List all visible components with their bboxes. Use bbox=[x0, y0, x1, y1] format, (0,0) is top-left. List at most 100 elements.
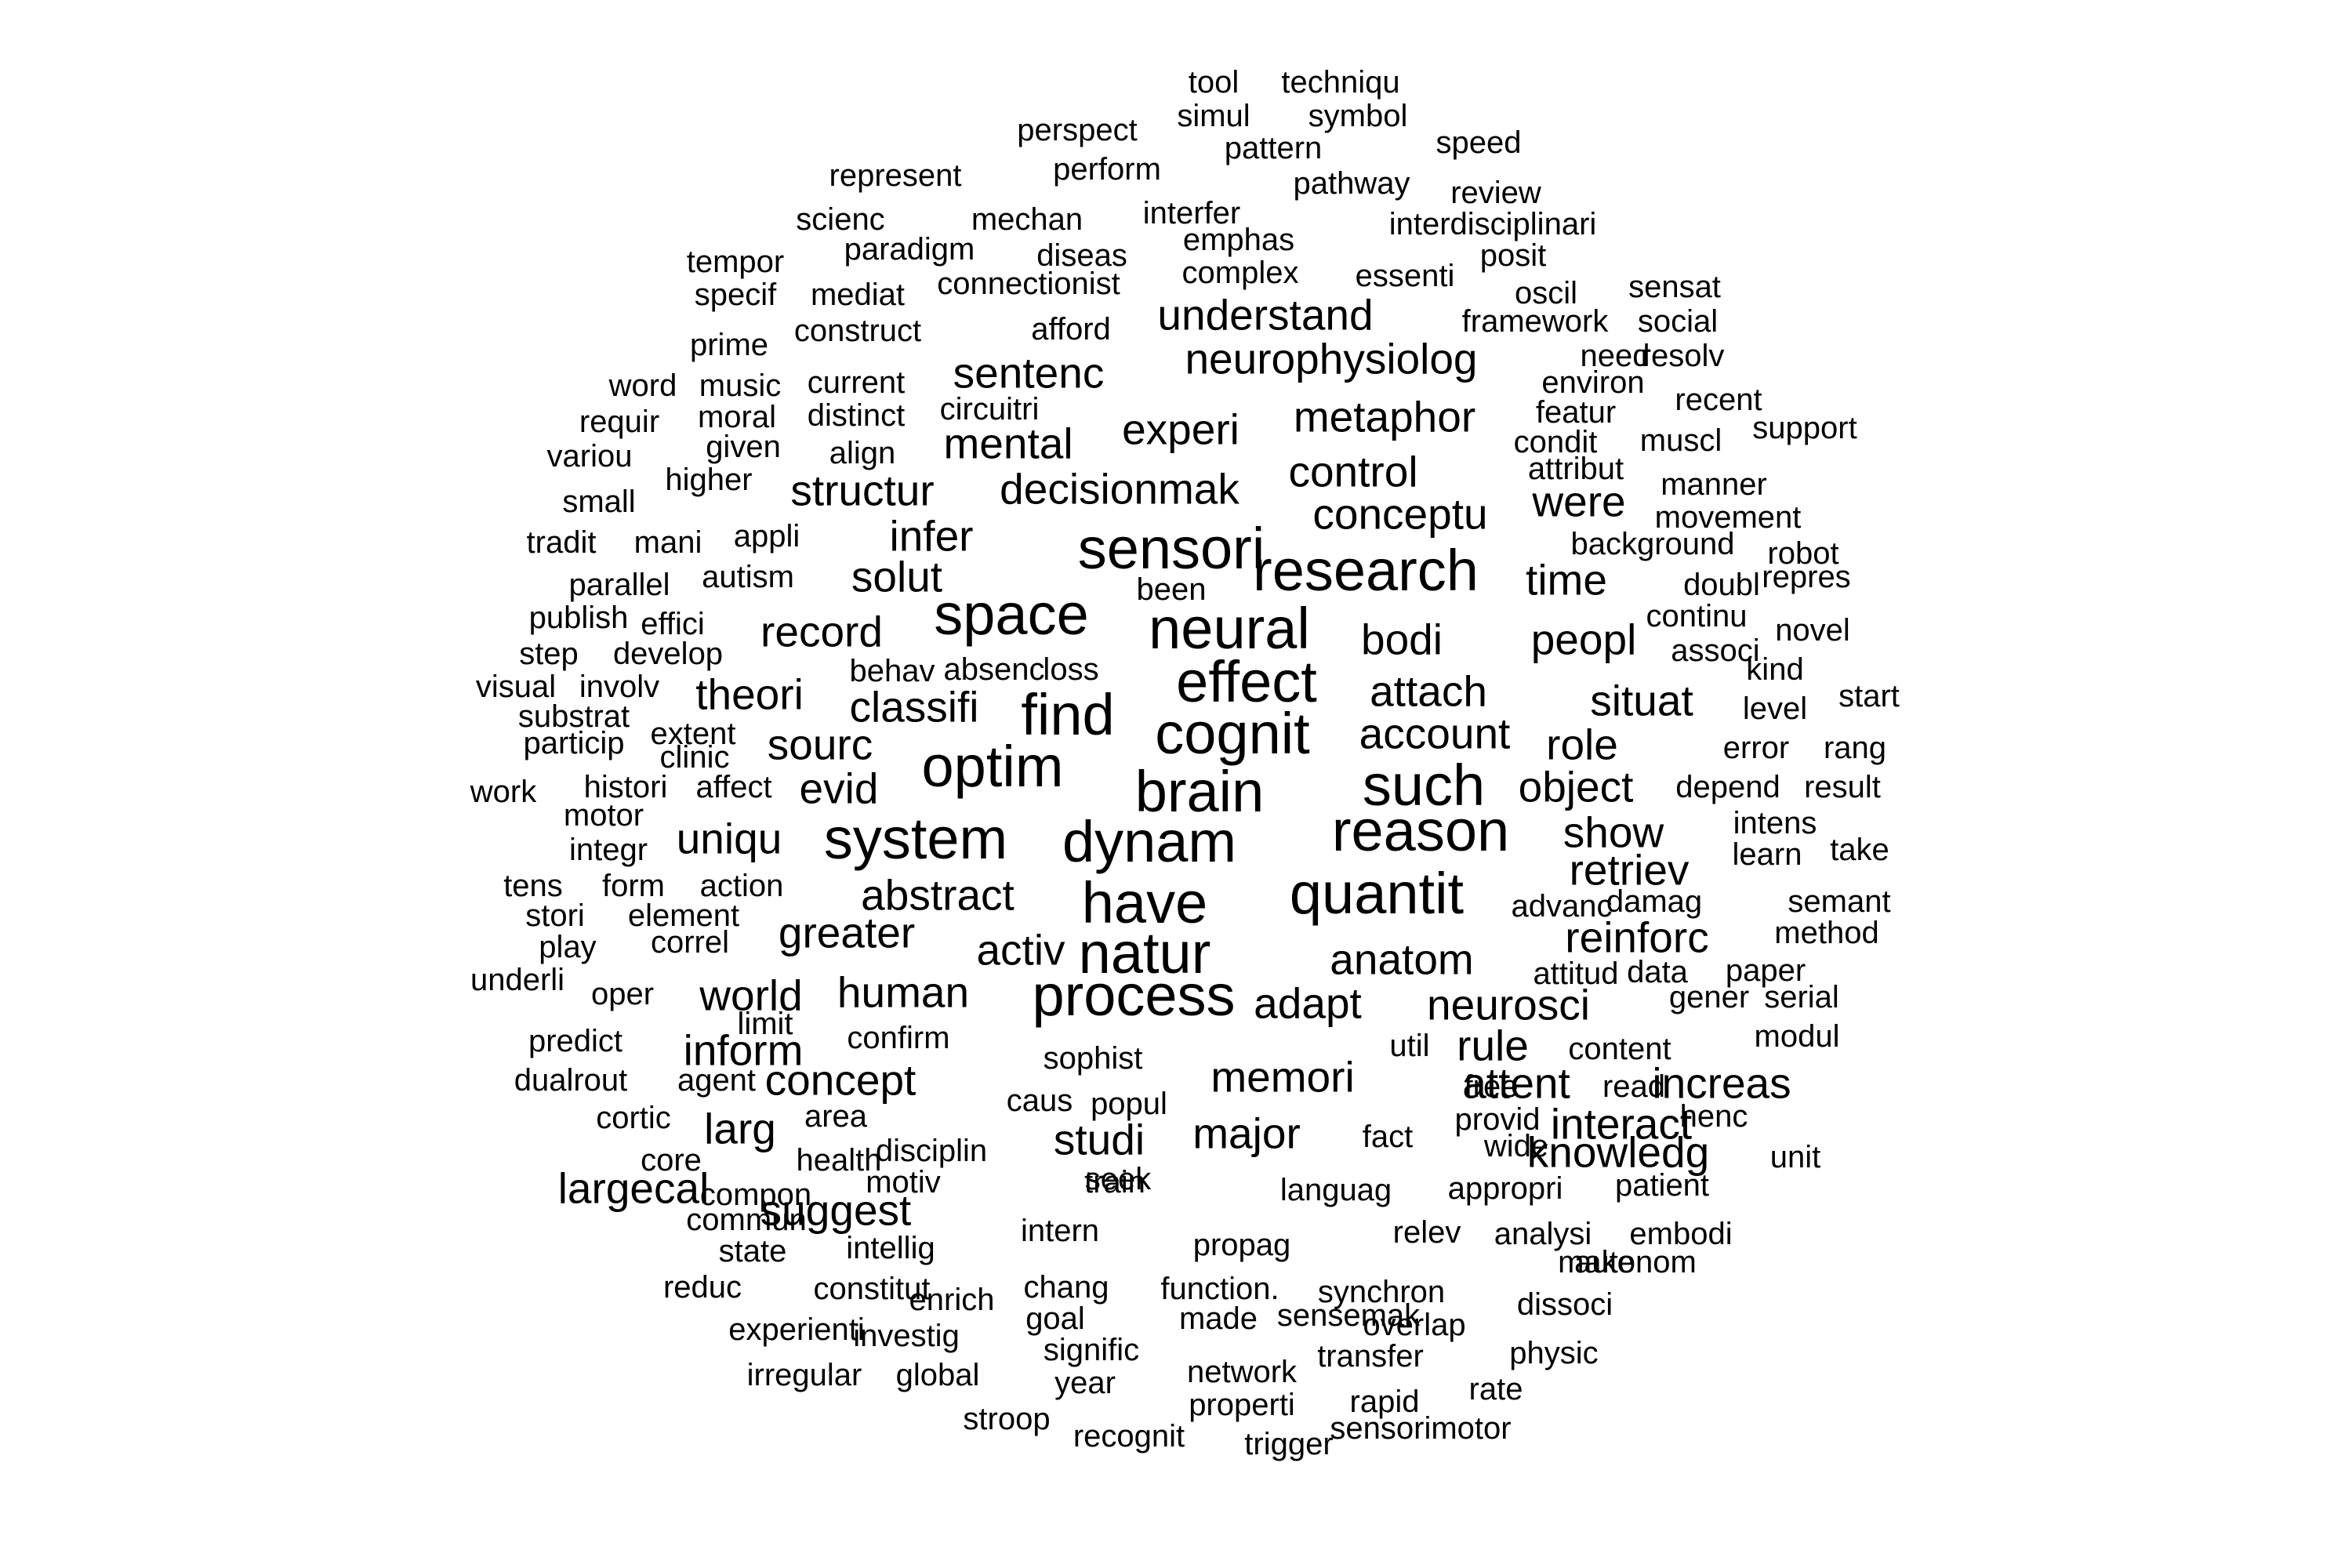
cloud-word-absenc: absenc bbox=[943, 652, 1045, 687]
cloud-word-were: were bbox=[1532, 477, 1626, 526]
cloud-word-substrat: substrat bbox=[517, 699, 630, 734]
cloud-word-level: level bbox=[1742, 691, 1808, 726]
cloud-word-interact: interact bbox=[1550, 1099, 1693, 1149]
cloud-word-free: free bbox=[1464, 1069, 1519, 1104]
cloud-word-adapt: adapt bbox=[1254, 978, 1362, 1028]
cloud-word-distinct: distinct bbox=[807, 398, 906, 433]
cloud-word-manner: manner bbox=[1661, 467, 1767, 502]
cloud-word-uniqu: uniqu bbox=[676, 814, 782, 863]
cloud-word-fact: fact bbox=[1362, 1120, 1414, 1154]
cloud-word-sourc: sourc bbox=[767, 720, 873, 769]
cloud-word-experienti: experienti bbox=[728, 1312, 865, 1347]
cloud-word-major: major bbox=[1192, 1109, 1301, 1158]
cloud-word-current: current bbox=[807, 365, 906, 400]
cloud-word-attach: attach bbox=[1370, 666, 1487, 716]
cloud-word-record: record bbox=[760, 607, 883, 656]
cloud-word-function: function. bbox=[1160, 1272, 1279, 1306]
cloud-word-abstract: abstract bbox=[861, 870, 1014, 920]
cloud-word-autonom: autonom bbox=[1574, 1245, 1697, 1279]
cloud-word-pathway: pathway bbox=[1293, 166, 1410, 201]
cloud-word-experi: experi bbox=[1122, 405, 1240, 454]
cloud-word-infer: infer bbox=[889, 511, 974, 561]
cloud-word-condit: condit bbox=[1513, 425, 1598, 459]
cloud-word-mediat: mediat bbox=[810, 278, 906, 312]
cloud-word-correl: correl bbox=[650, 925, 730, 960]
cloud-word-largecal: largecal bbox=[557, 1163, 710, 1213]
cloud-word-novel: novel bbox=[1775, 613, 1850, 648]
cloud-word-behav: behav bbox=[849, 654, 935, 688]
cloud-word-appli: appli bbox=[733, 519, 800, 554]
cloud-word-develop: develop bbox=[612, 637, 724, 671]
cloud-word-diseas: diseas bbox=[1036, 238, 1127, 273]
cloud-word-natur: natur bbox=[1078, 920, 1211, 985]
cloud-word-reduc: reduc bbox=[662, 1270, 742, 1305]
cloud-word-state: state bbox=[718, 1234, 787, 1269]
cloud-word-paradigm: paradigm bbox=[844, 232, 975, 267]
cloud-word-network: network bbox=[1186, 1355, 1298, 1389]
cloud-word-have: have bbox=[1081, 870, 1208, 935]
cloud-word-wide: wide bbox=[1483, 1129, 1549, 1163]
cloud-word-object: object bbox=[1518, 762, 1634, 811]
cloud-word-background: background bbox=[1570, 527, 1735, 561]
cloud-word-retriev: retriev bbox=[1569, 845, 1690, 895]
cloud-word-clinic: clinic bbox=[659, 740, 730, 775]
cloud-word-afford: afford bbox=[1031, 312, 1111, 347]
cloud-word-propag: propag bbox=[1192, 1228, 1291, 1262]
cloud-word-languag: languag bbox=[1279, 1173, 1392, 1207]
cloud-word-framework: framework bbox=[1461, 304, 1609, 339]
cloud-word-concept: concept bbox=[764, 1055, 916, 1105]
cloud-word-specif: specif bbox=[694, 278, 777, 312]
cloud-word-sentenc: sentenc bbox=[953, 348, 1105, 397]
cloud-word-recognit: recognit bbox=[1073, 1419, 1185, 1454]
cloud-word-represent: represent bbox=[829, 158, 962, 193]
cloud-word-human: human bbox=[837, 967, 970, 1017]
cloud-word-henc: henc bbox=[1679, 1099, 1748, 1134]
cloud-word-evid: evid bbox=[799, 764, 879, 813]
cloud-word-anatom: anatom bbox=[1330, 935, 1474, 984]
cloud-word-structur: structur bbox=[790, 466, 935, 515]
cloud-word-rate: rate bbox=[1468, 1372, 1523, 1406]
cloud-word-classifi: classifi bbox=[849, 682, 979, 731]
cloud-word-patient: patient bbox=[1614, 1168, 1710, 1203]
cloud-word-align: align bbox=[829, 436, 896, 470]
cloud-word-inform: inform bbox=[683, 1025, 804, 1075]
cloud-word-parallel: parallel bbox=[568, 568, 670, 602]
cloud-word-modul: modul bbox=[1754, 1019, 1840, 1054]
cloud-word-stroop: stroop bbox=[963, 1402, 1051, 1436]
cloud-word-chang: chang bbox=[1023, 1270, 1109, 1305]
cloud-word-optim: optim bbox=[921, 734, 1064, 799]
cloud-word-solut: solut bbox=[851, 552, 943, 601]
cloud-word-trigger: trigger bbox=[1244, 1427, 1334, 1461]
cloud-word-popul: popul bbox=[1091, 1087, 1167, 1121]
cloud-word-health: health bbox=[796, 1143, 882, 1178]
cloud-word-neural: neural bbox=[1149, 596, 1310, 661]
cloud-word-make: make bbox=[1558, 1245, 1635, 1279]
cloud-word-seek: seek bbox=[1084, 1162, 1152, 1196]
cloud-word-rapid: rapid bbox=[1349, 1385, 1420, 1419]
cloud-word-suggest: suggest bbox=[760, 1185, 912, 1235]
cloud-word-music: music bbox=[699, 368, 782, 403]
cloud-word-paper: paper bbox=[1725, 953, 1806, 988]
cloud-word-emphas: emphas bbox=[1182, 223, 1295, 257]
cloud-word-neurophysiolog: neurophysiolog bbox=[1185, 334, 1478, 383]
cloud-word-muscl: muscl bbox=[1639, 423, 1722, 458]
cloud-word-such: such bbox=[1362, 753, 1486, 818]
cloud-word-histori: histori bbox=[583, 770, 668, 804]
cloud-word-publish: publish bbox=[528, 601, 629, 635]
cloud-word-mani: mani bbox=[633, 525, 702, 560]
cloud-word-dualrout: dualrout bbox=[514, 1063, 628, 1098]
cloud-word-goal: goal bbox=[1025, 1301, 1085, 1336]
cloud-word-essenti: essenti bbox=[1355, 259, 1455, 293]
cloud-word-provid: provid bbox=[1454, 1102, 1541, 1137]
cloud-word-speed: speed bbox=[1436, 125, 1522, 160]
cloud-word-extent: extent bbox=[650, 717, 736, 751]
cloud-word-read: read bbox=[1602, 1069, 1666, 1104]
cloud-word-world: world bbox=[699, 971, 803, 1020]
cloud-word-small: small bbox=[562, 485, 636, 519]
cloud-word-train: train bbox=[1084, 1165, 1145, 1200]
cloud-word-increas: increas bbox=[1652, 1058, 1791, 1108]
cloud-word-conceptu: conceptu bbox=[1312, 489, 1488, 539]
cloud-word-role: role bbox=[1546, 720, 1618, 769]
cloud-word-sophist: sophist bbox=[1043, 1041, 1143, 1076]
cloud-word-control: control bbox=[1288, 447, 1418, 496]
